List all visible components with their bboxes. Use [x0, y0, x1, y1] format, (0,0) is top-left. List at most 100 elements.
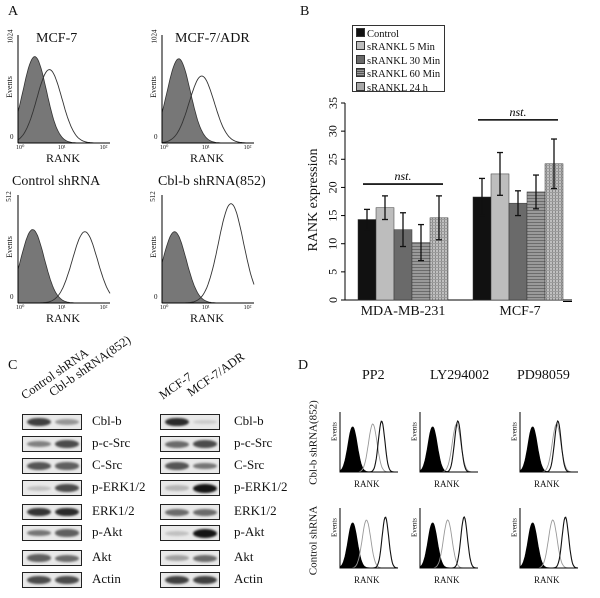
protein-band — [193, 462, 217, 470]
protein-band — [27, 576, 51, 584]
y-tick-label: 30 — [326, 125, 340, 137]
y-tick-label: 35 — [326, 97, 340, 109]
x-tick: 10⁰ — [160, 145, 169, 151]
x-axis-label: RANK — [354, 479, 380, 489]
panel-label-c: C — [8, 358, 18, 373]
y-tick-label: 10 — [326, 238, 340, 250]
legend-swatch — [356, 81, 365, 91]
protein-band — [165, 576, 189, 584]
isotype-histogram — [419, 522, 478, 569]
y-tick-label: 20 — [326, 181, 340, 193]
bar-chart: 0 5 10 15 20 25 30 35 nst. nst. — [326, 97, 572, 303]
x-axis-label: RANK — [190, 151, 225, 165]
protein-band — [27, 554, 51, 562]
y-max-tick: 512 — [4, 191, 13, 202]
isotype-histogram — [161, 231, 254, 304]
x-axis-label: RANK — [534, 479, 560, 489]
protein-band — [27, 418, 51, 426]
protein-label: ERK1/2 — [92, 503, 135, 518]
legend-label: sRANKL 60 Min — [367, 69, 441, 81]
histogram-plot — [161, 35, 254, 144]
column-title-ly294002: LY294002 — [430, 368, 490, 383]
protein-band — [27, 485, 51, 491]
legend-label: sRANKL 24 h — [367, 82, 428, 94]
bar — [375, 207, 395, 301]
legend-swatch — [356, 28, 365, 37]
y-tick-label: 5 — [326, 269, 340, 275]
protein-label: Akt — [234, 549, 254, 564]
y-min-tick: 0 — [10, 293, 14, 301]
y-tick-label: 25 — [326, 153, 340, 165]
blot-strip — [160, 414, 220, 430]
legend-label: sRANKL 30 Min — [367, 55, 441, 67]
protein-label: p-Akt — [234, 524, 265, 539]
histogram-plot — [17, 35, 110, 144]
blot-strip — [160, 550, 220, 566]
y-axis-label: Events — [330, 517, 339, 538]
protein-band — [165, 555, 189, 561]
x-axis-label: RANK — [534, 575, 560, 585]
protein-label: p-ERK1/2 — [92, 479, 146, 494]
legend-item: sRANKL 60 Min — [356, 68, 441, 81]
protein-band — [55, 576, 79, 584]
protein-label: Actin — [92, 571, 121, 586]
hist-title-mcf7: MCF-7 — [36, 31, 78, 46]
y-axis-label: Events — [5, 76, 14, 98]
hist-title-mcf7-adr: MCF-7/ADR — [175, 31, 250, 46]
isotype-histogram — [17, 229, 110, 304]
x-tick: 10¹ — [57, 145, 66, 151]
blot-strip — [160, 525, 220, 541]
histogram-plot — [419, 412, 478, 473]
row-label-cblb-shrna: Cbl-b shRNA(852) — [307, 400, 320, 485]
chart-legend: Control sRANKL 5 Min sRANKL 30 Min sRANKL 6… — [352, 25, 445, 95]
legend-item: sRANKL 24 h — [356, 81, 441, 95]
x-axis-label: RANK — [434, 479, 460, 489]
protein-band — [27, 529, 51, 537]
legend-item: sRANKL 30 Min — [356, 54, 441, 68]
panel-label-d: D — [298, 358, 309, 373]
blot-strip — [22, 504, 82, 520]
blot-strip — [22, 436, 82, 452]
histogram-plot — [519, 412, 578, 473]
legend-swatch — [356, 68, 365, 78]
protein-band — [27, 507, 51, 517]
y-axis-label: Events — [510, 421, 519, 442]
protein-label: C-Src — [92, 457, 123, 472]
protein-band — [193, 528, 217, 538]
protein-label: Actin — [234, 571, 263, 586]
x-tick: 10⁰ — [16, 145, 25, 151]
legend-swatch — [356, 54, 365, 64]
protein-band — [27, 462, 51, 470]
protein-label: Akt — [92, 549, 112, 564]
protein-band — [193, 440, 217, 448]
protein-band — [55, 554, 79, 562]
blot-strip — [160, 458, 220, 474]
hist-title-cblb-shrna: Cbl-b shRNA(852) — [158, 174, 266, 189]
protein-band — [55, 462, 79, 470]
blot-strip — [160, 436, 220, 452]
blot-strip — [22, 458, 82, 474]
x-axis-label: RANK — [434, 575, 460, 585]
blot-strip — [22, 572, 82, 588]
x-tick: 10² — [99, 145, 108, 151]
legend-item: sRANKL 5 Min — [356, 41, 441, 54]
blot-strip — [22, 525, 82, 541]
y-tick-label: 0 — [326, 297, 340, 303]
histogram-plot — [17, 195, 111, 304]
y-min-tick: 0 — [10, 133, 14, 141]
isotype-histogram — [17, 56, 110, 144]
y-axis-label: RANK expression — [306, 148, 321, 252]
category-label-mcf7: MCF-7 — [499, 304, 541, 319]
protein-label: p-ERK1/2 — [234, 479, 288, 494]
rank-histogram — [161, 75, 254, 144]
row-label-control-shrna: Control shRNA — [307, 505, 320, 576]
y-max-tick: 1024 — [150, 29, 159, 44]
x-axis-label: RANK — [190, 311, 225, 325]
protein-band — [165, 508, 189, 516]
y-max-tick: 512 — [148, 191, 157, 202]
legend-label: sRANKL 5 Min — [367, 42, 435, 54]
x-tick: 10² — [243, 305, 252, 311]
y-axis-label: Events — [5, 236, 14, 258]
x-tick: 10¹ — [201, 305, 210, 311]
panel-label-a: A — [8, 4, 19, 19]
